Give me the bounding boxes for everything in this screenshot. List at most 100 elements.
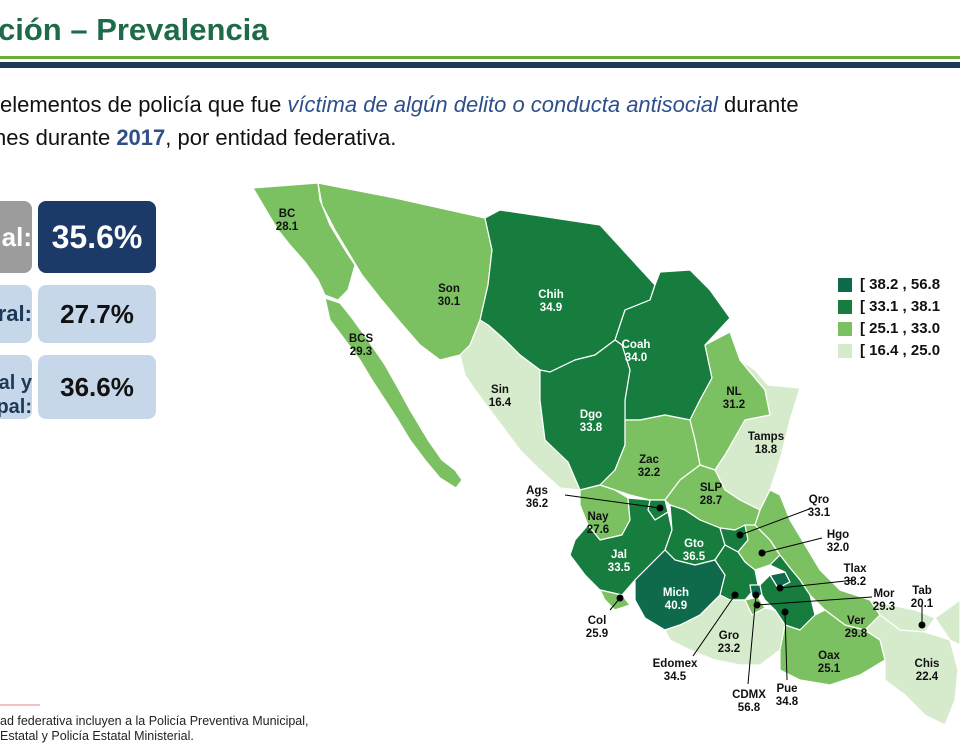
region-chis <box>864 614 959 726</box>
state-value-label: 33.8 <box>580 422 603 434</box>
state-abbr-label: Pue <box>776 683 797 695</box>
state-abbr-label: NL <box>726 386 741 398</box>
state-value-label: 28.1 <box>276 221 299 233</box>
state-value-label: 38.2 <box>844 576 866 588</box>
state-value-label: 30.1 <box>438 296 461 308</box>
state-value-label: 22.4 <box>916 671 939 683</box>
state-abbr-label: Ver <box>847 615 865 627</box>
state-value-label: 56.8 <box>738 702 761 714</box>
stat-label-federal: ral: <box>0 285 32 343</box>
region-yucatan-edge <box>934 599 960 646</box>
state-abbr-label: Chih <box>538 289 564 301</box>
state-value-label: 32.0 <box>827 542 849 554</box>
subtitle-text-c: nes durante <box>0 125 117 150</box>
stat-value-total: 35.6% <box>38 201 156 273</box>
state-abbr-label: Oax <box>818 650 840 662</box>
state-abbr-label: Gro <box>719 630 739 642</box>
legend-item: [ 16.4 , 25.0 <box>838 342 940 359</box>
state-value-label: 27.6 <box>587 524 609 536</box>
state-abbr-label: Tab <box>912 585 932 597</box>
subtitle-highlight: víctima de algún delito o conducta antis… <box>287 92 718 117</box>
legend-item: [ 38.2 , 56.8 <box>838 276 940 293</box>
state-abbr-label: Son <box>438 283 460 295</box>
subtitle: elementos de policía que fue víctima de … <box>0 88 960 154</box>
subtitle-text-d: , por entidad federativa. <box>165 125 397 150</box>
stat-value-federal: 27.7% <box>38 285 156 343</box>
subtitle-text-a: elementos de policía que fue <box>0 92 288 117</box>
state-value-label: 34.8 <box>776 696 799 708</box>
state-value-label: 29.8 <box>845 628 868 640</box>
state-abbr-label: Nay <box>587 511 609 523</box>
legend-item: [ 33.1 , 38.1 <box>838 298 940 315</box>
state-value-label: 25.1 <box>818 663 841 675</box>
state-value-label: 25.9 <box>586 628 608 640</box>
state-abbr-label: Mich <box>663 587 689 599</box>
stat-label-estatal: al y pal: <box>0 355 32 419</box>
region-col <box>599 589 631 611</box>
state-value-label: 36.2 <box>526 498 548 510</box>
state-value-label: 34.0 <box>625 352 647 364</box>
stat-value-estatal: 36.6% <box>38 355 156 419</box>
title-rule-dark <box>0 62 960 68</box>
state-value-label: 18.8 <box>755 444 778 456</box>
footnote-divider <box>0 704 40 706</box>
legend-swatch <box>838 299 852 314</box>
state-labels: BC28.1Son30.1Chih34.9Coah34.0BCS29.3Sin1… <box>276 208 940 714</box>
state-abbr-label: SLP <box>700 482 723 494</box>
legend-swatch <box>838 277 852 292</box>
legend-label: [ 38.2 , 56.8 <box>860 276 941 293</box>
state-value-label: 32.2 <box>638 467 660 479</box>
legend-label: [ 25.1 , 33.0 <box>860 320 941 337</box>
state-abbr-label: Chis <box>915 658 940 670</box>
subtitle-year: 2017 <box>116 125 166 150</box>
state-abbr-label: Dgo <box>580 409 602 421</box>
state-value-label: 16.4 <box>489 397 512 409</box>
state-value-label: 29.3 <box>873 601 895 613</box>
state-value-label: 23.2 <box>718 643 740 655</box>
footnote-line1: ad federativa incluyen a la Policía Prev… <box>0 714 309 728</box>
state-abbr-label: Zac <box>639 454 659 466</box>
legend-item: [ 25.1 , 33.0 <box>838 320 940 337</box>
state-abbr-label: Edomex <box>653 658 698 670</box>
state-abbr-label: BCS <box>349 333 374 345</box>
state-abbr-label: Qro <box>809 494 829 506</box>
state-value-label: 28.7 <box>700 495 722 507</box>
state-abbr-label: Ags <box>526 485 548 497</box>
leader-dots <box>616 504 926 629</box>
leader-lines <box>564 494 923 685</box>
region-bcs <box>324 297 463 489</box>
state-value-label: 34.9 <box>540 302 562 314</box>
footnote: ad federativa incluyen a la Policía Prev… <box>0 714 309 744</box>
legend-label: [ 33.1 , 38.1 <box>860 298 941 315</box>
title-rule-green <box>0 56 960 59</box>
page-title: ción – Prevalencia <box>0 12 269 47</box>
stat-label-line1: al y <box>0 372 32 394</box>
state-value-label: 31.2 <box>723 399 745 411</box>
legend-swatch <box>838 321 852 336</box>
state-value-label: 33.1 <box>808 507 831 519</box>
state-abbr-label: Jal <box>611 549 627 561</box>
state-value-label: 20.1 <box>911 598 934 610</box>
legend-swatch <box>838 343 852 358</box>
subtitle-text-b: durante <box>717 92 799 117</box>
state-abbr-label: Tlax <box>843 563 867 575</box>
state-abbr-label: Mor <box>873 588 895 600</box>
state-abbr-label: Tamps <box>748 431 784 443</box>
state-value-label: 33.5 <box>608 562 631 574</box>
state-abbr-label: Col <box>588 615 607 627</box>
state-value-label: 40.9 <box>665 600 687 612</box>
state-value-label: 34.5 <box>664 671 687 683</box>
state-value-label: 36.5 <box>683 551 706 563</box>
state-abbr-label: Sin <box>491 384 509 396</box>
stat-label-total: al: <box>0 201 32 273</box>
region-gro <box>664 594 786 666</box>
legend-label: [ 16.4 , 25.0 <box>860 342 941 359</box>
state-value-label: 29.3 <box>350 346 372 358</box>
state-abbr-label: Coah <box>622 339 651 351</box>
state-abbr-label: CDMX <box>732 689 766 701</box>
state-abbr-label: Gto <box>684 538 704 550</box>
stat-label-line2: pal: <box>0 396 32 418</box>
state-abbr-label: BC <box>279 208 296 220</box>
state-abbr-label: Hgo <box>827 529 849 541</box>
